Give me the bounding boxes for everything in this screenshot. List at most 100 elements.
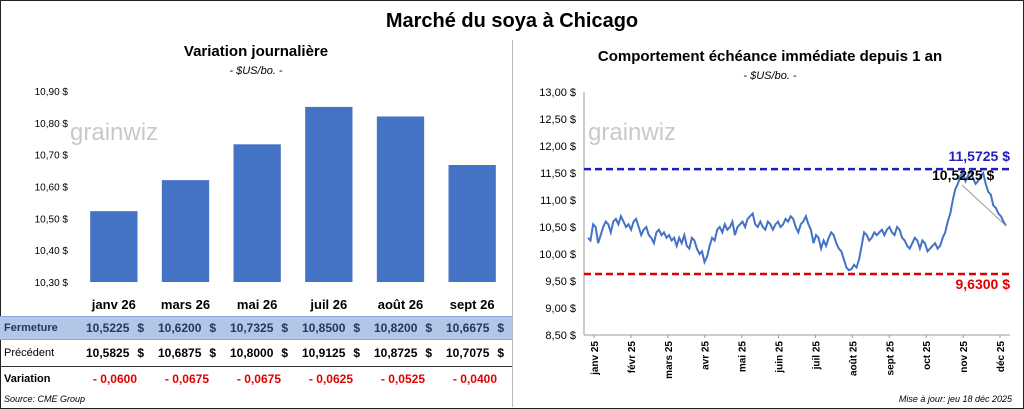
table-cell: 10,8500 $: [294, 321, 366, 335]
cell-currency: $: [353, 321, 360, 335]
y-tick-label: 13,00 $: [539, 87, 576, 99]
table-cell: - 0,0400: [438, 372, 510, 386]
row-label-fermeture: Fermeture: [4, 322, 58, 334]
table-cell: 10,9125 $: [294, 346, 366, 360]
y-tick-label: 12,00 $: [539, 141, 576, 153]
cell-value: 10,9125: [302, 346, 346, 360]
table-cell: - 0,0675: [150, 372, 222, 386]
x-category-label: mai 26: [237, 297, 277, 312]
x-category-label: juil 26: [309, 297, 347, 312]
right-watermark: grainwiz: [588, 119, 676, 146]
x-tick-label: avr 25: [701, 341, 712, 370]
table-row-fermeture: Fermeture 10,5225 $10,6200 $10,7325 $10,850…: [0, 316, 512, 340]
bar-chart: grainwiz 10,90 $ 10,80 $ 10,70 $ 10,60 $ 10,…: [35, 87, 496, 312]
cell-currency: $: [353, 346, 360, 360]
cell-value: 10,6675: [446, 321, 490, 335]
right-chart-title: Comportement échéance immédiate depuis 1…: [597, 48, 943, 65]
cell-value: - 0,0625: [308, 372, 354, 386]
bar: [305, 106, 353, 283]
last-price-leader: [961, 184, 1007, 227]
y-tick-label: 8,50 $: [545, 330, 576, 342]
table-cell: 10,5225 $: [78, 321, 150, 335]
bar: [376, 116, 425, 282]
x-tick-label: sept 25: [885, 341, 896, 376]
cell-value: 10,6200: [158, 321, 202, 335]
cell-value: - 0,0525: [380, 372, 426, 386]
bar: [448, 165, 496, 282]
table-cell: 10,7325 $: [222, 321, 294, 335]
cell-currency: $: [281, 321, 288, 335]
y-tick-label: 10,40 $: [35, 246, 69, 257]
cell-value: 10,8500: [302, 321, 346, 335]
y-tick-label: 10,00 $: [539, 249, 576, 261]
x-tick-label: janv 25: [590, 341, 601, 376]
low-reference-label: 9,6300 $: [956, 276, 1011, 292]
x-tick-label: août 25: [848, 341, 859, 376]
x-category-label: sept 26: [450, 297, 495, 312]
x-tick-label: juil 25: [811, 341, 822, 371]
cell-value: 10,8000: [230, 346, 274, 360]
panel-divider: [512, 40, 513, 407]
x-category-label: janv 26: [91, 297, 136, 312]
table-cell: 10,6875 $: [150, 346, 222, 360]
y-tick-label: 9,00 $: [545, 303, 576, 315]
cell-value: - 0,0675: [164, 372, 210, 386]
left-watermark: grainwiz: [70, 119, 158, 146]
cell-currency: $: [137, 321, 144, 335]
table-divider: [0, 366, 512, 367]
cell-currency: $: [137, 346, 144, 360]
x-category-label: mars 26: [161, 297, 210, 312]
cell-currency: $: [497, 346, 504, 360]
table-row-precedent: Précédent 10,5825 $ 10,6875 $10,8000 $10,912…: [0, 342, 512, 364]
line-chart: grainwiz 13,00 $ 12,50 $ 12,00 $ 11,50 $ 11,…: [539, 87, 1011, 379]
table-cell: - 0,0675: [222, 372, 294, 386]
cell-value: 10,6875: [158, 346, 202, 360]
table-cell: 10,8200 $: [366, 321, 438, 335]
cell-currency: $: [497, 321, 504, 335]
table-cell: - 0,0525: [366, 372, 438, 386]
y-tick-label: 10,30 $: [35, 278, 69, 289]
y-tick-label: 10,80 $: [35, 119, 69, 130]
table-cell: 10,5825 $: [78, 346, 150, 360]
cell-currency: $: [425, 321, 432, 335]
cell-value: 10,7075: [446, 346, 490, 360]
y-tick-label: 11,50 $: [540, 168, 576, 180]
cell-value: 10,8725: [374, 346, 418, 360]
x-tick-label: déc 25: [996, 341, 1007, 373]
table-cell: 10,6200 $: [150, 321, 222, 335]
x-tick-label: juin 25: [775, 341, 786, 374]
x-tick-label: mars 25: [664, 341, 675, 379]
left-chart-title: Variation journalière: [183, 43, 329, 60]
bar: [90, 211, 138, 282]
row-label-precedent: Précédent: [4, 347, 55, 359]
page-title: Marché du soya à Chicago: [385, 10, 639, 32]
cell-currency: $: [425, 346, 432, 360]
y-tick-label: 10,50 $: [539, 222, 576, 234]
table-cell: - 0,0600: [78, 372, 150, 386]
source-note: Source: CME Group: [4, 394, 86, 404]
cell-value: - 0,0675: [236, 372, 282, 386]
x-category-label: août 26: [378, 297, 424, 312]
update-note: Mise à jour: jeu 18 déc 2025: [898, 394, 1012, 404]
table-cell: 10,8725 $: [366, 346, 438, 360]
cell-value: 10,8200: [374, 321, 418, 335]
x-tick-label: févr 25: [627, 341, 638, 374]
cell-value: - 0,0600: [92, 372, 138, 386]
cell-currency: $: [209, 346, 216, 360]
price-line: [587, 167, 1007, 272]
cell-value: - 0,0400: [452, 372, 498, 386]
table-row-variation: Variation - 0,0600 - 0,0675 - 0,0675 - 0,06…: [0, 368, 512, 390]
bar: [233, 144, 281, 282]
cell-currency: $: [281, 346, 288, 360]
right-chart-unit: - $US/bo. -: [743, 70, 797, 82]
table-cell: 10,7075 $: [438, 346, 510, 360]
y-tick-label: 10,50 $: [35, 214, 69, 225]
y-tick-label: 10,70 $: [35, 151, 69, 162]
x-tick-label: oct 25: [922, 341, 933, 370]
bar: [161, 180, 210, 282]
x-tick-label: nov 25: [959, 341, 970, 373]
y-tick-label: 10,60 $: [35, 183, 69, 194]
table-cell: 10,6675 $: [438, 321, 510, 335]
table-cell: - 0,0625: [294, 372, 366, 386]
cell-currency: $: [209, 321, 216, 335]
